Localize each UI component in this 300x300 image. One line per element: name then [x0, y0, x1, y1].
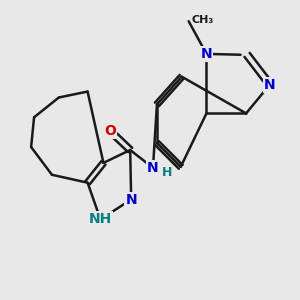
- Text: CH₃: CH₃: [192, 15, 214, 25]
- Text: N: N: [147, 161, 159, 175]
- Text: N: N: [125, 193, 137, 206]
- Text: N: N: [264, 78, 276, 92]
- Text: N: N: [201, 47, 212, 61]
- Text: H: H: [162, 166, 172, 179]
- Text: O: O: [104, 124, 116, 138]
- Text: NH: NH: [89, 212, 112, 226]
